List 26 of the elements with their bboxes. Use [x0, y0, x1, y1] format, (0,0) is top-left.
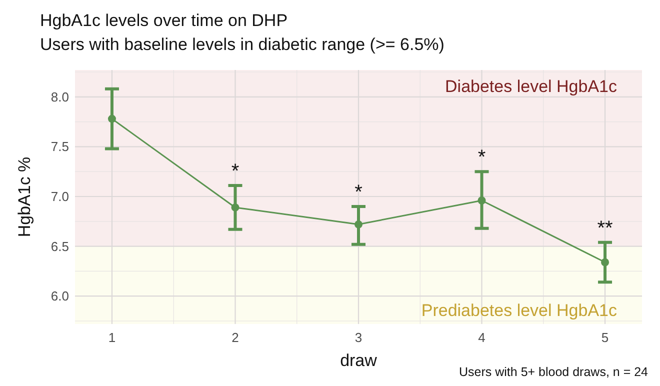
y-tick-label: 7.0 — [50, 189, 69, 204]
point — [231, 203, 240, 212]
y-tick-label: 7.5 — [50, 139, 69, 154]
annotation: * — [478, 146, 486, 169]
x-axis-title: draw — [340, 351, 378, 370]
annotation: * — [354, 181, 363, 204]
y-tick-label: 8.0 — [50, 89, 69, 104]
x-tick-label: 4 — [478, 330, 486, 345]
y-tick-label: 6.5 — [50, 238, 69, 254]
point — [108, 114, 116, 123]
band-label: Diabetes level HgbA1c — [445, 77, 618, 96]
point — [601, 258, 610, 266]
text: Users with 5+ blood draws, n = 24 — [459, 365, 648, 379]
point — [354, 220, 362, 228]
y-tick-label: 6.0 — [50, 288, 69, 304]
band-label: Prediabetes level HgbA1c — [421, 301, 618, 320]
x-tick-label: 2 — [232, 330, 239, 345]
point — [478, 196, 486, 204]
chart-subtitle: Users with baseline levels in diabetic range (>= 6.5%) — [40, 35, 444, 54]
x-tick-label: 3 — [354, 330, 362, 345]
x-tick-label: 1 — [108, 330, 116, 345]
annotation: * — [231, 160, 240, 183]
chart-title: HgbA1c levels over time on DHP — [40, 11, 288, 30]
x-tick-label: 5 — [601, 330, 609, 345]
y-axis-title: HgbA1c % — [15, 156, 34, 238]
annotation: ** — [597, 217, 614, 240]
